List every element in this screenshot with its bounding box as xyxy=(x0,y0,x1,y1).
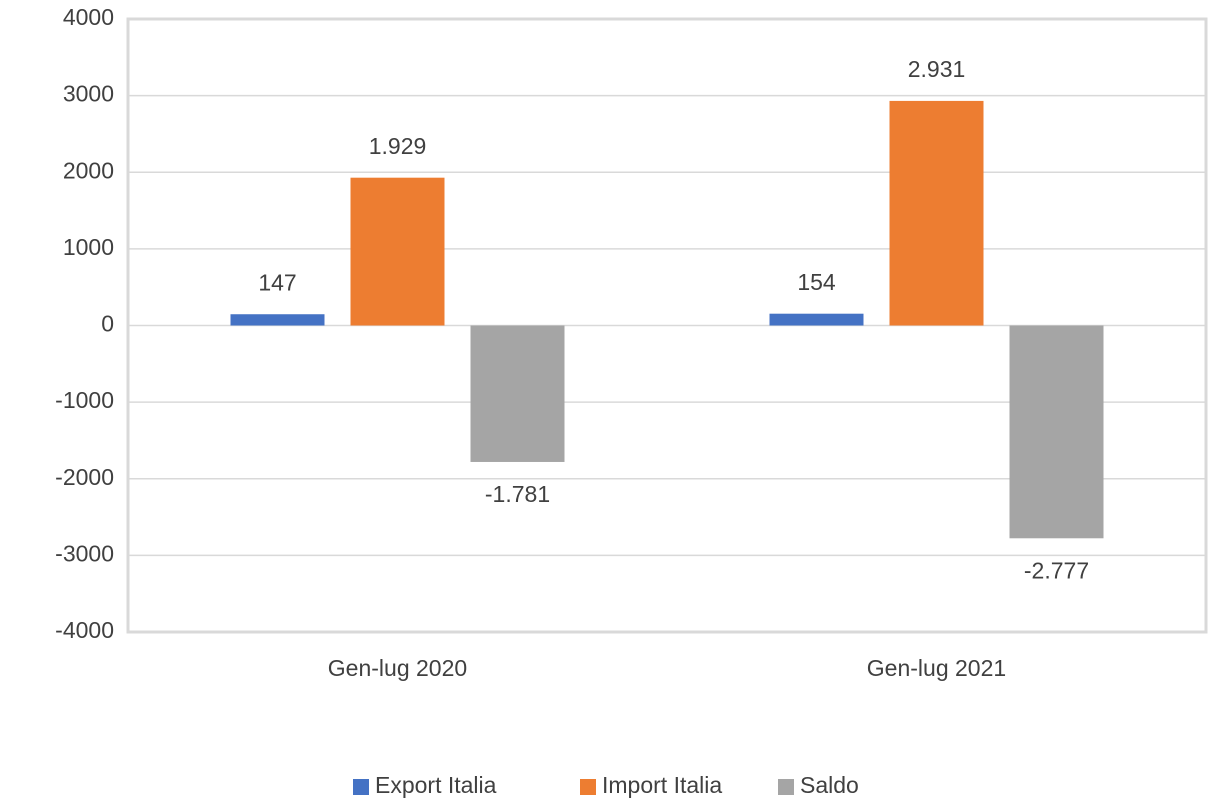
bar xyxy=(230,314,325,326)
legend-label: Export Italia xyxy=(375,772,497,798)
y-tick-label: -3000 xyxy=(55,540,114,566)
y-tick-label: 4000 xyxy=(63,4,114,30)
data-label: -2.777 xyxy=(1024,557,1089,583)
x-tick-label: Gen-lug 2020 xyxy=(328,655,467,681)
bar xyxy=(350,177,445,326)
y-tick-label: 3000 xyxy=(63,81,114,107)
data-label: 154 xyxy=(797,269,836,295)
data-label: 2.931 xyxy=(908,56,966,82)
legend-swatch xyxy=(778,779,794,795)
bar xyxy=(769,313,864,326)
y-tick-label: -4000 xyxy=(55,617,114,643)
plot-border xyxy=(126,17,1208,634)
legend-label: Import Italia xyxy=(602,772,722,798)
y-tick-label: 1000 xyxy=(63,234,114,260)
bar xyxy=(889,100,984,326)
legend-swatch xyxy=(353,779,369,795)
data-label: 147 xyxy=(258,269,296,295)
y-tick-label: 2000 xyxy=(63,157,114,183)
y-tick-label: 0 xyxy=(101,311,114,337)
legend-label: Saldo xyxy=(800,772,859,798)
bar xyxy=(470,325,565,462)
data-label: 1.929 xyxy=(369,133,427,159)
data-label: -1.781 xyxy=(485,481,550,507)
x-tick-label: Gen-lug 2021 xyxy=(867,655,1006,681)
bar xyxy=(1009,325,1104,539)
y-tick-label: -1000 xyxy=(55,387,114,413)
y-tick-label: -2000 xyxy=(55,464,114,490)
legend-swatch xyxy=(580,779,596,795)
